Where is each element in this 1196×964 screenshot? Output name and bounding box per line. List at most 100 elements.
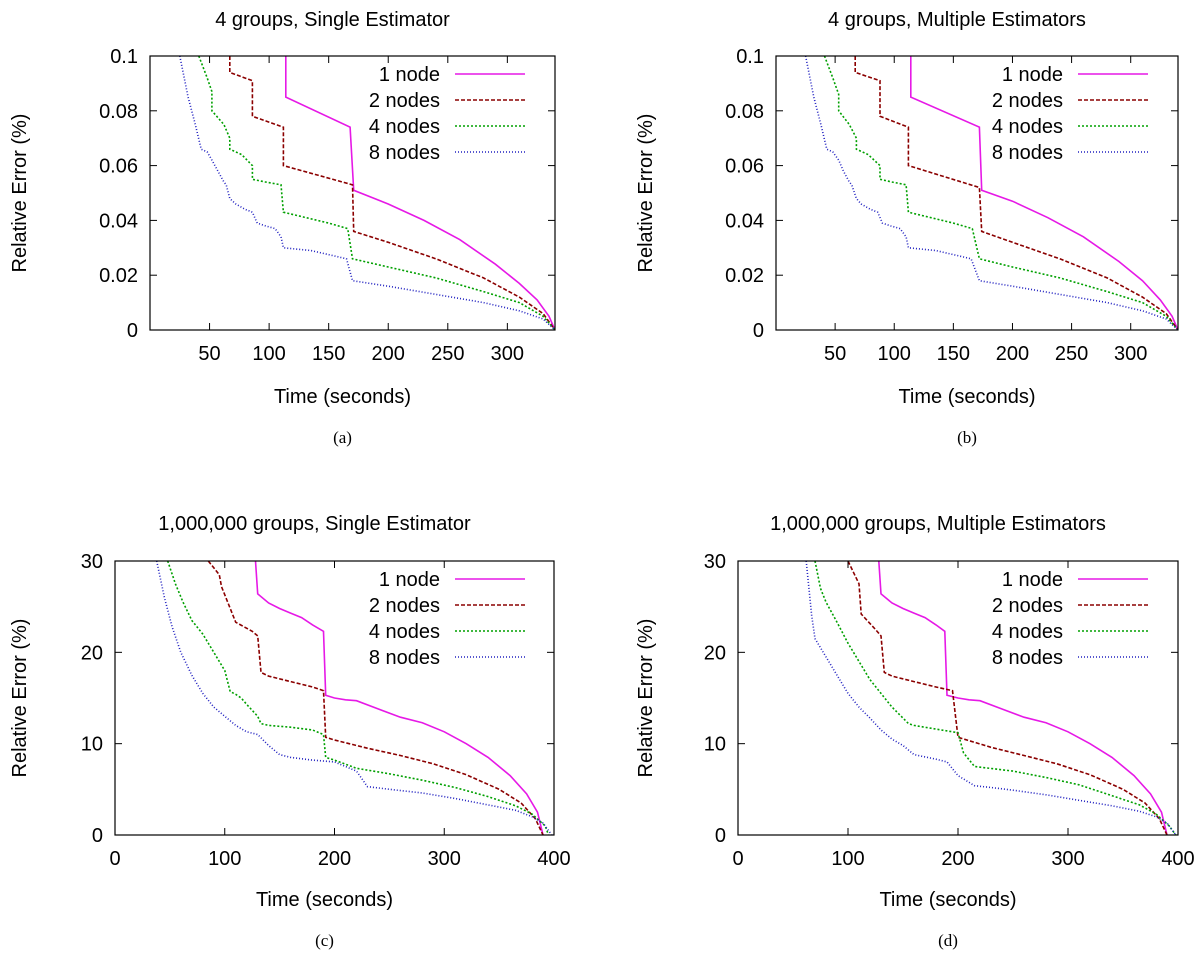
- x-tick-label: 300: [1051, 848, 1084, 870]
- series-line-3: [166, 561, 550, 835]
- series-line-2: [847, 561, 1168, 835]
- series-group: [155, 561, 553, 835]
- series-line-3: [198, 56, 555, 330]
- series-group: [804, 56, 1178, 330]
- series-group: [805, 561, 1177, 835]
- y-tick-label: 0.1: [736, 46, 764, 68]
- legend-label: 8 nodes: [992, 647, 1063, 669]
- x-tick-label: 300: [1114, 343, 1147, 365]
- panel-caption: (c): [315, 931, 334, 950]
- y-axis-label: Relative Error (%): [635, 619, 657, 778]
- legend-label: 1 node: [1002, 64, 1063, 86]
- y-tick-label: 10: [81, 734, 103, 756]
- x-tick-label: 300: [428, 848, 461, 870]
- series-line-1: [878, 561, 1168, 835]
- x-tick-label: 100: [831, 848, 864, 870]
- y-tick-label: 30: [81, 551, 103, 573]
- y-axis-label: Relative Error (%): [9, 114, 31, 273]
- x-tick-label: 300: [491, 343, 524, 365]
- x-tick-label: 150: [312, 343, 345, 365]
- y-tick-label: 0.08: [725, 101, 764, 123]
- y-tick-label: 20: [704, 642, 726, 664]
- y-tick-label: 30: [704, 551, 726, 573]
- x-axis-label: Time (seconds): [256, 889, 393, 911]
- legend-label: 2 nodes: [992, 90, 1063, 112]
- series-line-4: [805, 561, 1177, 835]
- legend-label: 4 nodes: [992, 621, 1063, 643]
- chart-title: 4 groups, Single Estimator: [215, 9, 450, 31]
- chart-title: 1,000,000 groups, Single Estimator: [158, 513, 471, 535]
- legend-label: 4 nodes: [369, 116, 440, 138]
- series-line-1: [910, 56, 1178, 330]
- series-line-4: [179, 56, 555, 330]
- x-tick-label: 400: [1161, 848, 1194, 870]
- legend: 1 node 2 nodes 4 nodes 8 nodes: [369, 64, 525, 164]
- y-axis-label: Relative Error (%): [635, 114, 657, 273]
- y-tick-label: 0.1: [110, 46, 138, 68]
- plot-frame: [775, 55, 1179, 331]
- y-tick-label: 10: [704, 734, 726, 756]
- legend-label: 2 nodes: [369, 595, 440, 617]
- x-axis-label: Time (seconds): [879, 889, 1016, 911]
- legend-label: 8 nodes: [369, 142, 440, 164]
- legend: 1 node 2 nodes 4 nodes 8 nodes: [992, 569, 1148, 669]
- y-tick-label: 0.04: [725, 210, 764, 232]
- y-tick-label: 0.06: [99, 156, 138, 178]
- series-line-2: [854, 56, 1178, 330]
- y-tick-label: 0: [127, 320, 138, 342]
- legend: 1 node 2 nodes 4 nodes 8 nodes: [369, 569, 525, 669]
- series-line-2: [207, 561, 544, 835]
- legend-label: 8 nodes: [992, 142, 1063, 164]
- x-tick-label: 100: [208, 848, 241, 870]
- panel-caption: (b): [957, 428, 977, 447]
- x-tick-label: 150: [937, 343, 970, 365]
- series-line-4: [155, 561, 553, 835]
- x-tick-label: 200: [372, 343, 405, 365]
- legend-label: 4 nodes: [369, 621, 440, 643]
- legend-label: 1 node: [379, 64, 440, 86]
- y-tick-label: 0.02: [99, 265, 138, 287]
- y-tick-label: 0.06: [725, 156, 764, 178]
- x-axis-label: Time (seconds): [898, 386, 1035, 408]
- y-tick-label: 0: [715, 825, 726, 847]
- x-tick-label: 50: [198, 343, 220, 365]
- x-tick-label: 0: [109, 848, 120, 870]
- series-group: [179, 56, 555, 330]
- chart-title: 4 groups, Multiple Estimators: [828, 9, 1086, 31]
- legend-label: 2 nodes: [992, 595, 1063, 617]
- x-tick-label: 250: [1055, 343, 1088, 365]
- x-tick-label: 100: [878, 343, 911, 365]
- chart-panel-a: 4 groups, Single Estimator 50 100 150 200 250…: [9, 9, 556, 447]
- y-tick-label: 0: [92, 825, 103, 847]
- plot-frame: [149, 55, 556, 331]
- x-tick-label: 50: [824, 343, 846, 365]
- y-tick-label: 0.02: [725, 265, 764, 287]
- series-line-2: [229, 56, 555, 330]
- x-tick-label: 100: [252, 343, 285, 365]
- y-axis-label: Relative Error (%): [9, 619, 31, 778]
- panel-caption: (d): [938, 931, 958, 950]
- x-tick-label: 400: [537, 848, 570, 870]
- panel-caption: (a): [333, 428, 352, 447]
- legend-label: 2 nodes: [369, 90, 440, 112]
- chart-title: 1,000,000 groups, Multiple Estimators: [770, 513, 1106, 535]
- y-tick-label: 0.04: [99, 210, 138, 232]
- series-line-3: [814, 561, 1177, 835]
- legend-label: 1 node: [379, 569, 440, 591]
- series-line-1: [285, 56, 555, 330]
- x-tick-label: 250: [431, 343, 464, 365]
- x-tick-label: 200: [941, 848, 974, 870]
- series-line-1: [254, 561, 544, 835]
- legend: 1 node 2 nodes 4 nodes 8 nodes: [992, 64, 1148, 164]
- x-axis-label: Time (seconds): [274, 386, 411, 408]
- legend-label: 1 node: [1002, 569, 1063, 591]
- x-tick-label: 0: [732, 848, 743, 870]
- x-tick-label: 200: [318, 848, 351, 870]
- y-tick-label: 20: [81, 642, 103, 664]
- chart-panel-d: 1,000,000 groups, Multiple Estimators 0 10…: [635, 513, 1195, 950]
- y-tick-label: 0: [753, 320, 764, 342]
- y-tick-label: 0.08: [99, 101, 138, 123]
